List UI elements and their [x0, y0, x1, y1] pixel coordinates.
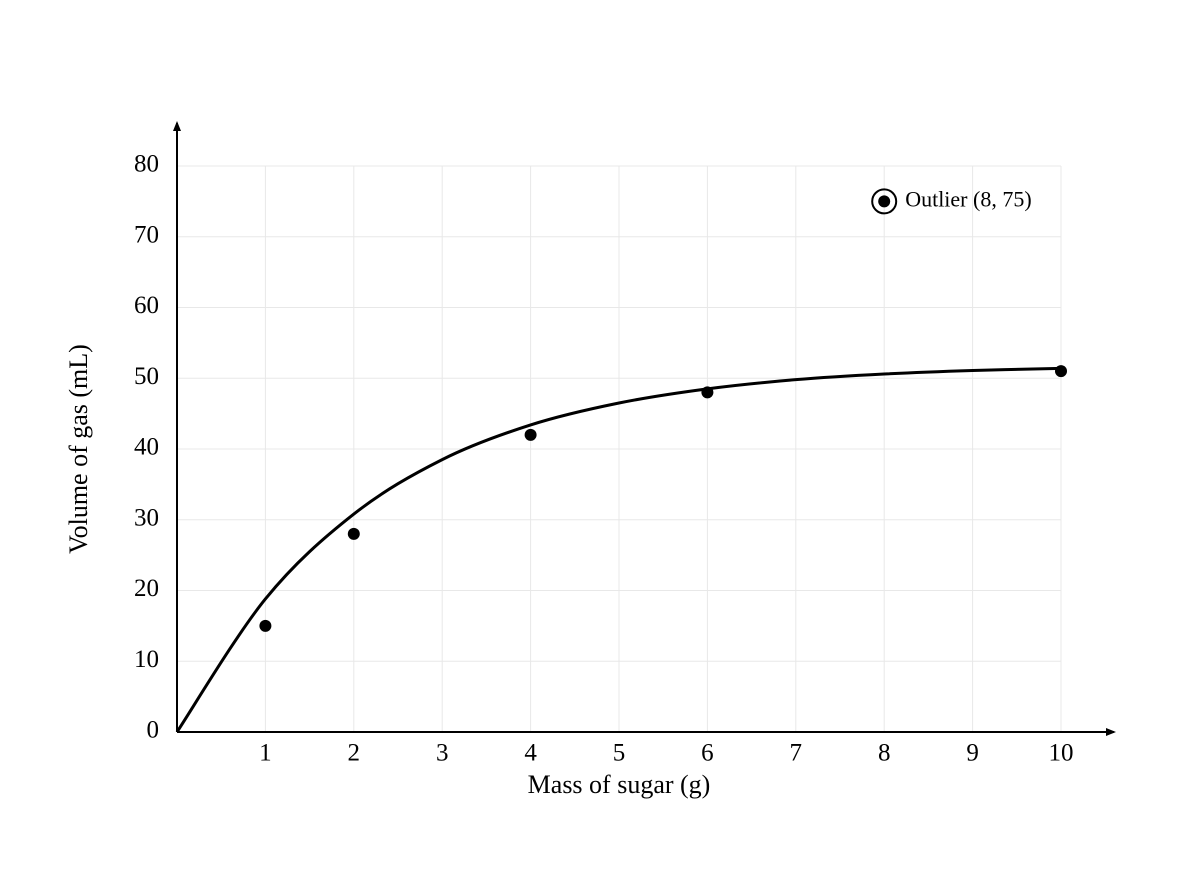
fit-curve	[175, 366, 1062, 733]
y-tick-label: 0	[147, 717, 160, 744]
y-tick-label: 70	[134, 221, 159, 248]
x-tick-label: 1	[259, 740, 272, 767]
x-tick-label: 7	[790, 740, 803, 767]
x-tick-label: 2	[348, 740, 361, 767]
plot-area: 1 2 3 4 5 6 7 8 9 10 0 10 20 30 40 50 60 70 80 Outlier (8, …	[134, 151, 1074, 767]
x-tick-label: 5	[613, 740, 626, 767]
x-tick-label: 6	[701, 740, 714, 767]
y-tick-label: 30	[134, 504, 159, 531]
y-tick-label: 60	[134, 292, 159, 319]
x-tick-label: 4	[524, 740, 537, 767]
x-tick-label: 3	[436, 740, 449, 767]
annotation: Outlier (8, 75)	[905, 186, 1031, 211]
outlier-ring	[871, 188, 898, 215]
outlier-dot	[878, 195, 891, 208]
y-tick-label: 10	[134, 646, 159, 673]
outlier-point	[871, 188, 898, 215]
y-tick-label: 50	[134, 363, 159, 390]
y-tick-label: 20	[134, 575, 159, 602]
x-tick-label: 8	[878, 740, 891, 767]
y-axis-label: Volume of gas (mL)	[64, 344, 93, 554]
x-axis-label: Mass of sugar (g)	[528, 770, 711, 799]
y-tick-label: 80	[134, 151, 159, 178]
grid	[177, 165, 1062, 733]
x-tick-label: 10	[1049, 740, 1074, 767]
y-tick-label: 40	[134, 434, 159, 461]
data-point	[347, 527, 360, 540]
data-point	[259, 619, 272, 632]
x-tick-label: 9	[966, 740, 979, 767]
data-point	[524, 428, 537, 441]
